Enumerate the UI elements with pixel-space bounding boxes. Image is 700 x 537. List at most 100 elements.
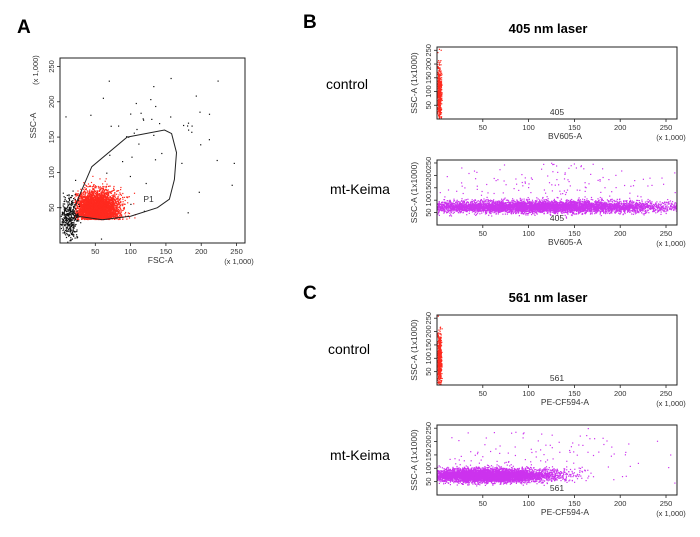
event-point xyxy=(97,196,99,198)
event-point xyxy=(153,134,155,136)
event-point xyxy=(110,208,112,210)
event-point xyxy=(76,202,78,205)
event-point xyxy=(102,183,104,185)
event-point xyxy=(118,211,120,213)
event-point xyxy=(87,210,89,212)
event-point xyxy=(83,211,85,213)
event-point xyxy=(591,211,593,213)
event-point xyxy=(96,206,98,208)
event-point xyxy=(100,211,102,213)
event-point xyxy=(439,71,441,73)
event-point xyxy=(110,198,112,200)
event-point xyxy=(82,209,85,211)
event-point xyxy=(74,202,76,204)
event-point xyxy=(62,229,64,232)
event-point xyxy=(120,213,122,215)
event-point xyxy=(101,208,103,210)
event-point xyxy=(109,201,111,203)
event-point xyxy=(78,199,80,202)
event-point xyxy=(74,237,76,239)
event-point xyxy=(89,192,91,194)
event-point xyxy=(103,217,105,220)
event-point xyxy=(108,194,110,196)
event-point xyxy=(93,202,96,204)
event-point xyxy=(96,210,98,212)
event-point xyxy=(113,218,115,220)
event-point xyxy=(125,215,127,217)
event-point xyxy=(97,213,99,215)
event-point xyxy=(105,204,107,206)
event-point xyxy=(86,210,88,212)
y-tick-label: 200 xyxy=(47,96,56,109)
event-point xyxy=(118,213,120,215)
event-point xyxy=(118,125,120,127)
event-point xyxy=(81,216,83,218)
event-point xyxy=(70,208,72,210)
event-point xyxy=(441,89,443,91)
event-point xyxy=(63,210,66,212)
event-point xyxy=(78,208,80,210)
event-point xyxy=(66,210,68,212)
event-point xyxy=(106,191,108,193)
event-point xyxy=(96,202,98,204)
event-point xyxy=(119,206,121,208)
event-point xyxy=(437,107,439,109)
event-point xyxy=(106,198,108,201)
event-point xyxy=(103,204,105,207)
event-point xyxy=(438,101,440,103)
event-point xyxy=(74,204,76,206)
event-point xyxy=(108,212,110,214)
y-tick-label: 100 xyxy=(47,166,56,179)
event-point xyxy=(437,80,439,82)
event-point xyxy=(91,203,93,205)
event-point xyxy=(96,204,98,206)
event-point xyxy=(437,103,439,105)
event-point xyxy=(80,214,83,216)
event-point xyxy=(82,193,84,195)
event-point xyxy=(98,208,100,211)
event-point xyxy=(88,199,90,201)
event-point xyxy=(70,211,72,213)
event-point xyxy=(187,125,189,127)
event-point xyxy=(101,198,103,201)
event-point xyxy=(89,214,91,216)
event-point xyxy=(112,203,114,205)
event-point xyxy=(74,207,77,209)
event-point xyxy=(96,208,98,210)
event-point xyxy=(98,197,100,199)
event-point xyxy=(78,198,80,201)
event-point xyxy=(105,208,107,210)
event-point xyxy=(114,199,116,201)
event-point xyxy=(69,225,71,227)
event-point xyxy=(85,189,87,191)
y-tick-label: 100 xyxy=(424,85,433,98)
event-point xyxy=(97,194,99,196)
x-axis-label: FSC-A xyxy=(148,255,174,265)
event-point xyxy=(95,198,97,200)
event-point xyxy=(93,184,95,186)
event-point xyxy=(101,191,103,193)
event-point xyxy=(81,211,83,213)
event-point xyxy=(112,205,114,207)
event-point xyxy=(126,136,128,138)
event-point xyxy=(583,201,585,203)
event-point xyxy=(95,194,97,196)
event-point xyxy=(80,199,82,201)
event-point xyxy=(119,212,121,214)
event-point xyxy=(99,208,101,211)
event-point xyxy=(62,203,64,205)
event-point xyxy=(75,192,77,194)
event-point xyxy=(68,197,70,199)
event-point xyxy=(77,236,79,238)
event-point xyxy=(108,211,110,213)
event-point xyxy=(110,214,113,216)
event-point xyxy=(100,193,102,195)
event-point xyxy=(170,77,172,80)
event-point xyxy=(437,89,439,91)
event-point xyxy=(80,193,82,195)
event-point xyxy=(97,208,99,210)
event-point xyxy=(437,97,439,99)
event-point xyxy=(90,190,93,192)
event-point xyxy=(85,196,87,198)
event-point xyxy=(135,102,137,105)
